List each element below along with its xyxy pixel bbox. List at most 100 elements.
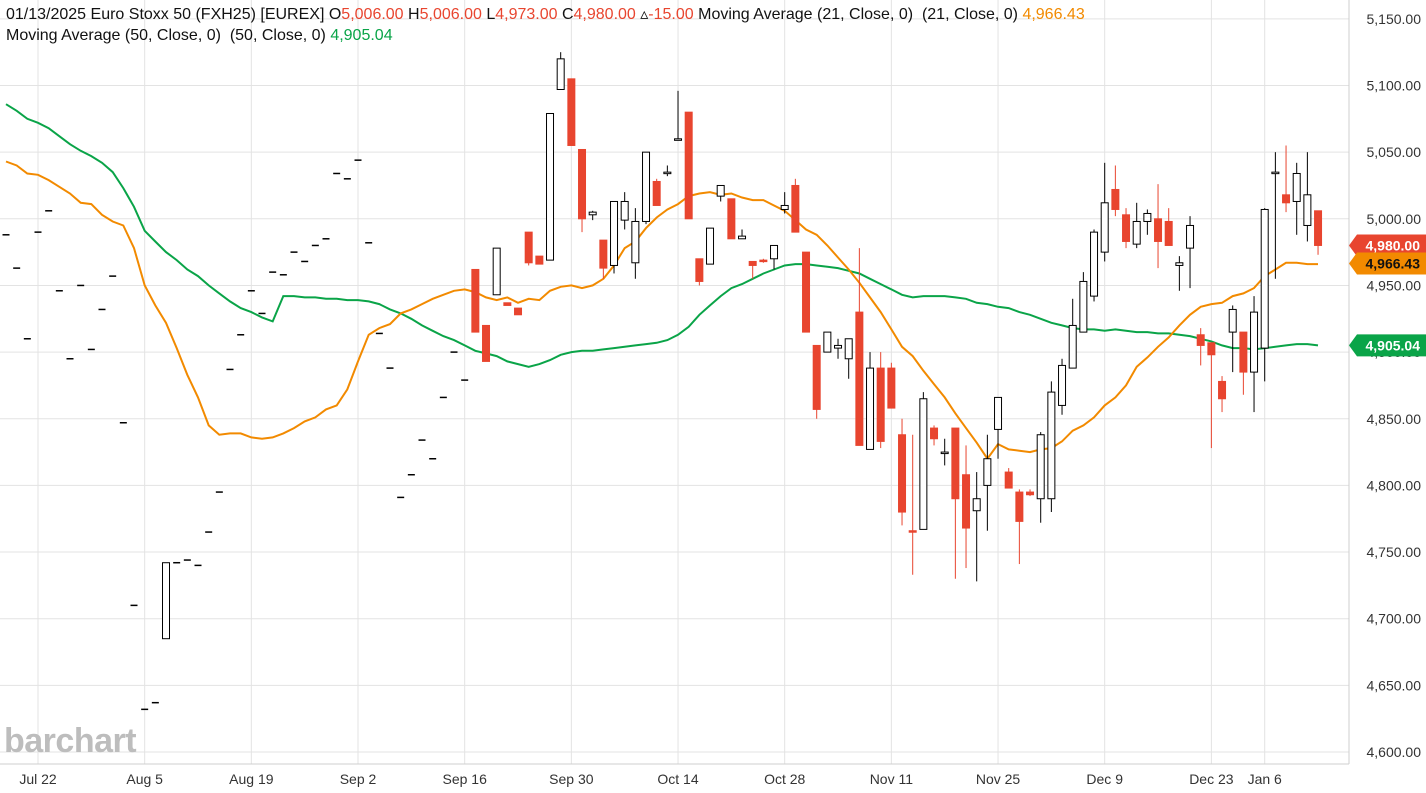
candle-body bbox=[482, 324, 491, 362]
legend-ma21-label: Moving Average (21, Close, 0) (21, Close… bbox=[698, 6, 1018, 23]
candle-body bbox=[823, 331, 832, 353]
candle-body bbox=[1239, 331, 1248, 373]
candle-body bbox=[812, 344, 821, 410]
legend-line-2: Moving Average (50, Close, 0) (50, Close… bbox=[6, 26, 393, 46]
legend-change: -15.00 bbox=[648, 6, 694, 23]
candle-body bbox=[1228, 308, 1237, 333]
x-tick-label: Sep 30 bbox=[549, 771, 594, 787]
legend-date: 01/13/2025 bbox=[6, 6, 87, 23]
candle-body bbox=[951, 427, 960, 500]
legend-ma21-value: 4,966.43 bbox=[1022, 6, 1085, 23]
candle-body bbox=[674, 138, 683, 141]
candle-body bbox=[1058, 364, 1067, 406]
candle-body bbox=[770, 244, 779, 260]
candle-body bbox=[567, 78, 576, 146]
candle-body bbox=[1004, 471, 1013, 489]
candle-body bbox=[962, 474, 971, 529]
candle-body bbox=[1250, 311, 1259, 373]
legend-high-label: H bbox=[408, 6, 420, 23]
candle-body bbox=[716, 184, 725, 197]
candle-body bbox=[652, 180, 661, 206]
y-tick-label: 5,000.00 bbox=[1367, 211, 1422, 227]
candle-body bbox=[1186, 224, 1195, 249]
y-tick-label: 4,950.00 bbox=[1367, 277, 1422, 293]
candle-body bbox=[759, 259, 768, 263]
candle-body bbox=[994, 396, 1003, 430]
candle-body bbox=[919, 398, 928, 530]
ma50-line bbox=[5, 103, 1319, 368]
candle-body bbox=[1111, 188, 1120, 210]
candle-body bbox=[1036, 434, 1045, 500]
y-tick-label: 5,050.00 bbox=[1367, 144, 1422, 160]
y-tick-label: 5,100.00 bbox=[1367, 78, 1422, 94]
candle-body bbox=[1154, 218, 1163, 242]
x-tick-label: Sep 2 bbox=[340, 771, 377, 787]
legend-line-1: 01/13/2025 Euro Stoxx 50 (FXH25) [EUREX]… bbox=[6, 5, 1085, 25]
price-label-ma50: 4,905.04 bbox=[1349, 334, 1426, 357]
candle-body bbox=[599, 239, 608, 269]
legend-change-label: ▵ bbox=[640, 6, 649, 23]
candle-body bbox=[876, 367, 885, 442]
price-label-bg bbox=[1349, 252, 1426, 275]
candle-body bbox=[1143, 212, 1152, 222]
x-tick-label: Jan 6 bbox=[1248, 771, 1282, 787]
candle-body bbox=[1207, 342, 1216, 356]
legend-ma50-value: 4,905.04 bbox=[330, 27, 393, 44]
candle-body bbox=[503, 302, 512, 306]
candle-body bbox=[834, 344, 843, 349]
candle-body bbox=[1196, 334, 1205, 346]
candle-body bbox=[1303, 194, 1312, 226]
price-label-text: 4,966.43 bbox=[1366, 256, 1421, 272]
candle-body bbox=[471, 268, 480, 333]
candle-body bbox=[802, 251, 811, 333]
x-tick-label: Oct 14 bbox=[657, 771, 698, 787]
price-label-close: 4,980.00 bbox=[1349, 234, 1426, 257]
legend-open: 5,006.00 bbox=[341, 6, 404, 23]
candle-body bbox=[844, 338, 853, 360]
candle-body bbox=[524, 231, 533, 264]
candle-body bbox=[546, 112, 555, 261]
candle-body bbox=[1271, 171, 1280, 175]
candle-body bbox=[983, 458, 992, 486]
barchart-watermark: barchart bbox=[4, 722, 137, 760]
legend-close: 4,980.00 bbox=[573, 6, 636, 23]
candle-body bbox=[940, 451, 949, 455]
candle-body bbox=[1122, 214, 1131, 242]
candle-body bbox=[684, 111, 693, 220]
candle-body bbox=[908, 530, 917, 533]
price-label-text: 4,905.04 bbox=[1366, 337, 1421, 353]
x-tick-label: Aug 5 bbox=[126, 771, 163, 787]
y-tick-label: 4,850.00 bbox=[1367, 411, 1422, 427]
ma21-line bbox=[5, 160, 1318, 461]
legend-close-label: C bbox=[561, 6, 574, 23]
x-tick-label: Oct 28 bbox=[764, 771, 805, 787]
candle-body bbox=[1314, 210, 1323, 246]
candle-body bbox=[1260, 208, 1269, 349]
legend-ma50-label: Moving Average (50, Close, 0) (50, Close… bbox=[6, 27, 326, 44]
candle-body bbox=[930, 427, 939, 440]
x-tick-label: Aug 19 bbox=[229, 771, 274, 787]
candle-body bbox=[588, 211, 597, 216]
candle-body bbox=[578, 148, 587, 220]
y-tick-label: 4,800.00 bbox=[1367, 477, 1422, 493]
legend-instrument: Euro Stoxx 50 (FXH25) [EUREX] bbox=[90, 6, 325, 23]
candle-body bbox=[1079, 280, 1088, 333]
candle-body bbox=[1164, 220, 1173, 246]
candle-body bbox=[727, 198, 736, 240]
x-tick-label: Jul 22 bbox=[19, 771, 57, 787]
candle-body bbox=[514, 307, 523, 316]
candle-body bbox=[780, 204, 789, 210]
candle-body bbox=[1292, 172, 1301, 202]
candle-body bbox=[1026, 491, 1035, 496]
legend-low-label: L bbox=[486, 6, 496, 23]
candle-body bbox=[631, 220, 640, 264]
x-tick-label: Nov 11 bbox=[870, 771, 914, 787]
candle-body bbox=[1090, 231, 1099, 297]
candle-body bbox=[1282, 194, 1291, 204]
candle-body bbox=[620, 200, 629, 221]
candle-body bbox=[162, 562, 171, 640]
price-label-bg bbox=[1349, 334, 1426, 357]
candle-body bbox=[1100, 202, 1109, 253]
